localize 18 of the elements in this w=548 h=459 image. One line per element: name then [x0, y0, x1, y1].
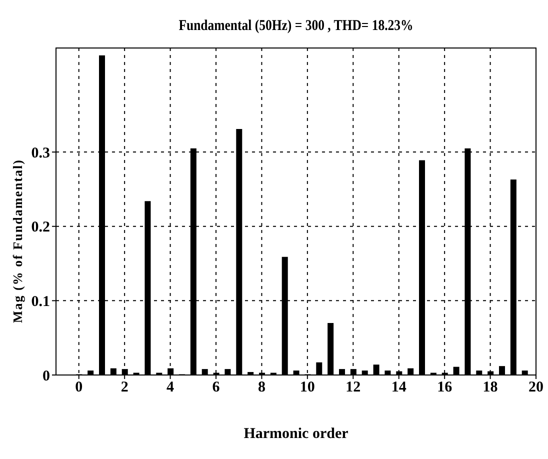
x-tick-label: 12 [346, 380, 361, 396]
x-axis-title: Harmonic order [242, 426, 350, 443]
x-tick-label: 6 [212, 380, 220, 396]
y-tick-label: 0 [42, 368, 50, 384]
x-tick-label: 2 [120, 380, 128, 396]
x-tick-label: 20 [528, 380, 544, 396]
x-tick-label: 18 [482, 380, 498, 396]
x-tick-label: 14 [391, 380, 407, 396]
y-tick-label: 0.2 [31, 220, 50, 236]
x-tick-label: 8 [258, 380, 266, 396]
chart-title: Fundamental (50Hz) = 300 , THD= 18.23% [178, 18, 414, 35]
y-tick-label: 0.3 [31, 145, 50, 162]
y-axis-title: Mag (% of Fundamental) [10, 159, 26, 323]
y-tick-label: 0.1 [31, 294, 50, 310]
x-tick-label: 10 [300, 380, 315, 396]
x-tick-label: 4 [166, 380, 175, 396]
x-tick-label: 16 [437, 380, 453, 396]
x-tick-label: 0 [75, 380, 83, 396]
